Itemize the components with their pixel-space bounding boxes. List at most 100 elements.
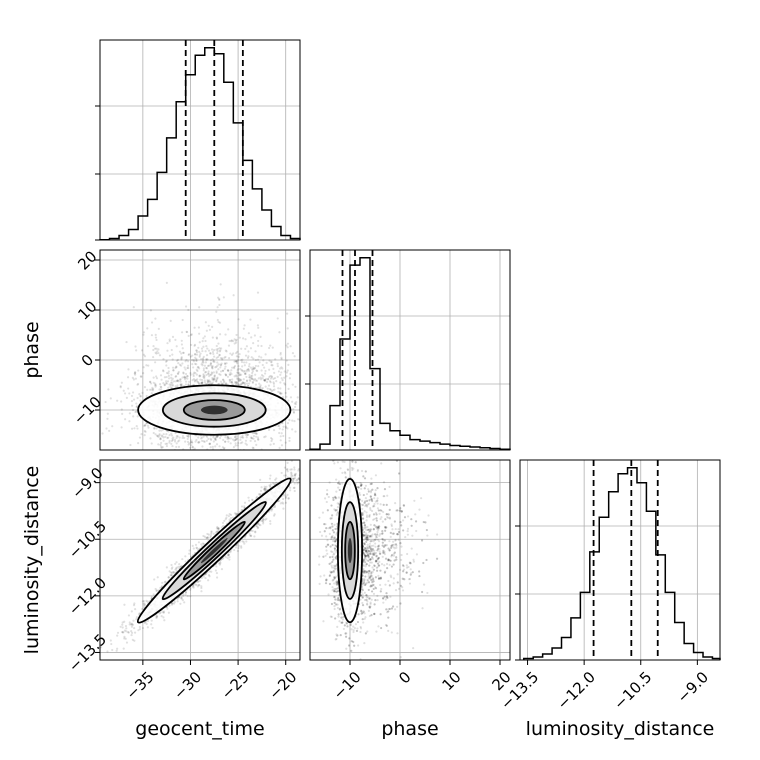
scatter-point — [198, 341, 201, 344]
scatter-point — [235, 341, 238, 344]
scatter-point — [226, 375, 230, 378]
scatter-point — [130, 394, 134, 398]
scatter-point — [236, 362, 239, 365]
scatter-point — [211, 372, 214, 375]
scatter-point — [207, 370, 210, 373]
scatter-point — [160, 386, 163, 389]
scatter-point — [215, 371, 218, 374]
scatter-point — [264, 369, 267, 373]
scatter-point — [175, 566, 178, 569]
scatter-point — [219, 349, 222, 352]
scatter-point — [195, 363, 198, 366]
scatter-point — [259, 492, 262, 496]
scatter-point — [263, 379, 266, 382]
scatter-point — [200, 454, 202, 456]
scatter-point — [243, 372, 247, 375]
scatter-point — [160, 388, 163, 391]
scatter-point — [241, 434, 244, 437]
scatter-point — [290, 471, 293, 474]
scatter-point — [202, 369, 205, 372]
scatter-point — [131, 391, 135, 394]
scatter-point — [194, 372, 197, 375]
scatter-point — [251, 432, 254, 435]
scatter-point — [170, 348, 173, 352]
scatter-point — [156, 434, 159, 438]
scatter-point — [181, 436, 184, 440]
scatter-point — [243, 364, 246, 367]
scatter-point — [230, 381, 233, 384]
scatter-point — [222, 557, 225, 560]
scatter-point — [241, 441, 244, 444]
scatter-point — [121, 453, 123, 455]
scatter-point — [296, 482, 299, 485]
scatter-point — [216, 455, 218, 457]
scatter-point — [257, 452, 259, 454]
scatter-point — [130, 427, 134, 430]
scatter-point — [223, 446, 226, 450]
scatter-point — [158, 434, 161, 437]
scatter-point — [228, 555, 231, 559]
scatter-point — [294, 430, 297, 433]
scatter-point — [171, 377, 174, 380]
scatter-point — [264, 518, 267, 521]
scatter-point — [288, 439, 291, 442]
scatter-point — [191, 359, 194, 362]
scatter-point — [221, 357, 224, 360]
scatter-point — [186, 434, 189, 438]
scatter-point — [235, 338, 238, 341]
scatter-point — [168, 338, 171, 341]
scatter-point — [269, 374, 272, 378]
scatter-point — [177, 453, 179, 455]
scatter-point — [181, 347, 184, 350]
scatter-point — [262, 375, 265, 378]
scatter-point — [229, 442, 232, 445]
scatter-point — [180, 331, 184, 334]
scatter-point — [154, 333, 157, 336]
scatter-point — [286, 467, 289, 471]
scatter-point — [228, 378, 231, 382]
scatter-point — [193, 371, 196, 374]
scatter-point — [269, 483, 272, 486]
scatter-point — [205, 366, 208, 370]
scatter-point — [225, 516, 228, 519]
scatter-point — [127, 387, 130, 390]
scatter-point — [303, 362, 305, 364]
scatter-point — [146, 626, 149, 629]
scatter-point — [155, 352, 158, 355]
scatter-point — [252, 366, 255, 369]
scatter-point — [317, 454, 319, 456]
scatter-point — [257, 365, 260, 368]
scatter-point — [245, 434, 248, 437]
scatter-point — [244, 347, 247, 350]
scatter-point — [216, 349, 219, 353]
scatter-point — [193, 343, 197, 346]
scatter-point — [275, 379, 278, 383]
scatter-point — [134, 608, 137, 611]
scatter-point — [167, 370, 170, 373]
scatter-point — [295, 479, 298, 482]
scatter-point — [200, 381, 204, 385]
scatter-point — [125, 340, 128, 344]
scatter-point — [215, 380, 218, 383]
scatter-point — [217, 296, 220, 299]
scatter-point — [201, 358, 205, 361]
scatter-point — [249, 347, 253, 350]
scatter-point — [215, 380, 218, 383]
scatter-point — [285, 344, 288, 347]
scatter-point — [202, 337, 205, 340]
scatter-point — [214, 437, 217, 440]
scatter-point — [233, 439, 236, 442]
scatter-point — [277, 456, 279, 458]
scatter-point — [252, 368, 255, 371]
scatter-point — [202, 373, 205, 376]
scatter-point — [164, 580, 167, 583]
scatter-point — [152, 387, 155, 391]
scatter-point — [245, 370, 248, 373]
scatter-point — [268, 359, 271, 362]
scatter-point — [179, 364, 183, 367]
scatter-point — [182, 371, 185, 374]
scatter-point — [204, 361, 208, 364]
scatter-point — [207, 574, 211, 577]
scatter-point — [240, 369, 243, 372]
scatter-point — [201, 340, 204, 343]
